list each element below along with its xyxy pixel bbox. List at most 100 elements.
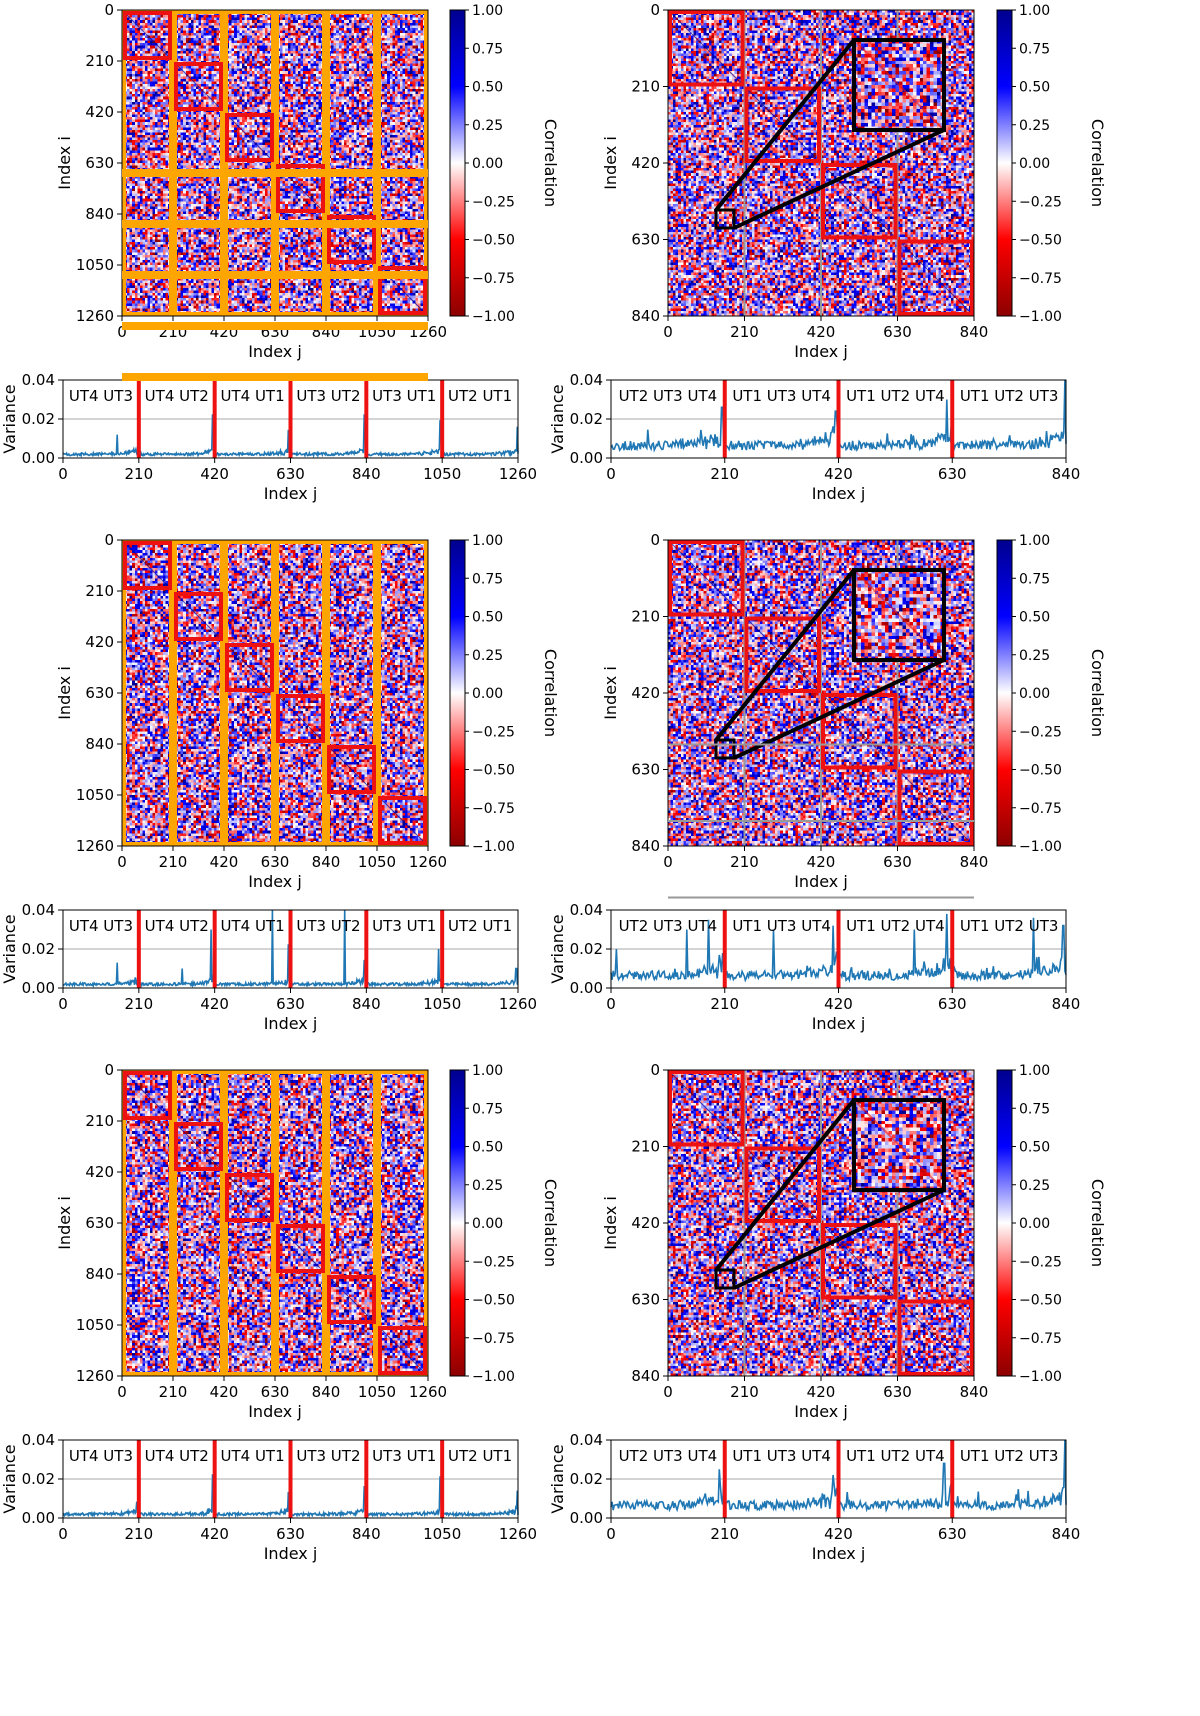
colorbar [996,539,1013,847]
variance-row2-variance-1260: UT4 UT3 UT4 UT2 UT4 UT1 UT3 UT2 UT3 UT1 UT2 U… [0,901,537,1033]
y-tick-label: 0 [650,1061,660,1079]
heatmap-row1-heatmap-1260: 0021021042042063063084084010501050126012… [55,1,560,381]
segment-label: UT4 UT1 [221,917,285,935]
y-tick-label: 840 [85,205,114,223]
y-axis-label: Index i [55,1196,74,1250]
orange-frame [122,540,428,846]
x-tick-label: 1260 [499,995,537,1013]
x-tick-label: 0 [58,1525,68,1543]
diagonal-block-1 [174,592,223,641]
x-tick-label: 840 [352,465,381,483]
x-tick-label: 210 [159,853,188,871]
colorbar-tick-label: 0.00 [472,156,503,172]
x-axis-label: Index j [794,872,848,891]
y-tick-label: 210 [631,78,660,96]
colorbar-label: Correlation [541,649,560,737]
y-tick-label: 0.04 [22,901,55,919]
y-tick-label: 0.04 [570,371,603,389]
y-tick-label: 0 [650,531,660,549]
x-tick-label: 420 [200,1525,229,1543]
y-axis-label: Variance [548,384,567,453]
x-tick-label: 210 [125,465,154,483]
x-tick-label: 630 [938,1525,967,1543]
colorbar-label: Correlation [1088,1179,1107,1267]
colorbar-tick-label: 1.00 [472,533,503,549]
diagonal-block-3 [897,239,974,316]
y-tick-label: 0 [650,1,660,19]
x-tick-label: 630 [883,853,912,871]
y-tick-label: 0.02 [22,940,55,958]
segment-label: UT3 UT2 [296,387,360,405]
y-tick-label: 420 [631,1214,660,1232]
inset-connector [733,128,945,230]
colorbar-tick-label: −0.25 [1019,1254,1062,1270]
y-tick-label: 420 [85,633,114,651]
colorbar-tick-label: 1.00 [1019,533,1050,549]
y-tick-label: 630 [631,1291,660,1309]
y-tick-label: 210 [631,1138,660,1156]
x-tick-label: 0 [117,1383,127,1401]
x-tick-label: 630 [261,853,290,871]
x-axis-label: Index j [248,872,302,891]
colorbar-tick-label: −1.00 [472,1369,515,1385]
x-tick-label: 420 [824,995,853,1013]
zoom-region [714,738,736,760]
variance-row2-variance-840: UT2 UT3 UT4 UT1 UT3 UT4 UT1 UT2 UT4 UT1 UT2… [548,901,1080,1033]
x-tick-label: 420 [807,1383,836,1401]
x-tick-label: 1260 [409,1383,447,1401]
colorbar-tick-label: −0.50 [1019,763,1062,779]
segment-label: UT1 UT2 UT4 [846,387,945,405]
x-axis-label: Index j [248,1402,302,1421]
x-axis-label: Index j [794,342,848,361]
colorbar-tick-label: −0.75 [472,1331,515,1347]
x-tick-label: 420 [200,995,229,1013]
x-tick-label: 0 [606,1525,616,1543]
x-tick-label: 1050 [423,995,461,1013]
segment-label: UT1 UT2 UT4 [846,917,945,935]
y-tick-label: 210 [85,52,114,70]
x-tick-label: 0 [117,323,127,341]
y-tick-label: 0.04 [22,1431,55,1449]
segment-label: UT2 UT3 UT4 [619,917,718,935]
inset-connector [733,658,945,760]
x-tick-label: 0 [606,995,616,1013]
diagonal-block-2 [821,163,898,240]
x-tick-label: 210 [710,995,739,1013]
colorbar-tick-label: −1.00 [1019,839,1062,855]
y-tick-label: 630 [85,684,114,702]
inset-connector [714,568,856,742]
x-tick-label: 0 [117,853,127,871]
segment-label: UT4 UT1 [221,387,285,405]
x-tick-label: 210 [710,465,739,483]
colorbar-tick-label: −0.50 [1019,233,1062,249]
segment-label: UT3 UT2 [296,917,360,935]
diagonal-block-2 [225,113,274,162]
inset-connector [714,38,856,212]
x-tick-label: 630 [938,465,967,483]
x-tick-label: 420 [210,1383,239,1401]
x-tick-label: 840 [1052,995,1081,1013]
y-tick-label: 840 [631,837,660,855]
diagonal-block-1 [174,62,223,111]
y-tick-label: 840 [85,735,114,753]
variance-row3-variance-840: UT2 UT3 UT4 UT1 UT3 UT4 UT1 UT2 UT4 UT1 UT2… [548,1431,1080,1563]
x-tick-label: 420 [807,323,836,341]
colorbar-tick-label: −0.75 [472,801,515,817]
diagonal-block-0 [123,11,172,60]
x-tick-label: 630 [276,1525,305,1543]
colorbar-tick-label: 0.75 [1019,571,1050,587]
colorbar-label: Correlation [1088,649,1107,737]
diagonal-block-2 [225,643,274,692]
colorbar-tick-label: −0.25 [1019,194,1062,210]
orange-frame [122,1070,428,1376]
y-tick-label: 1260 [76,837,114,855]
colorbar-tick-label: −1.00 [1019,1369,1062,1385]
diagonal-block-0 [123,1071,172,1120]
segment-label: UT4 UT2 [145,917,209,935]
x-tick-label: 210 [730,323,759,341]
zoom-region [714,208,736,230]
colorbar-tick-label: −0.25 [472,194,515,210]
colorbar-tick-label: 0.75 [1019,41,1050,57]
x-tick-label: 420 [210,853,239,871]
